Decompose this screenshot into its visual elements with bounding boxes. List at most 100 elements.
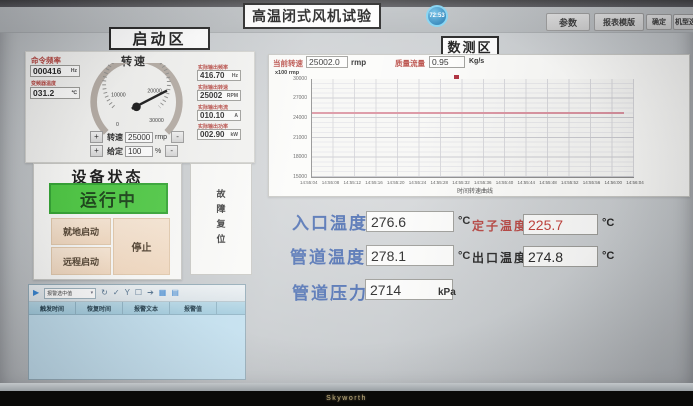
timer-badge: 72:53 — [426, 5, 448, 27]
speed-setpoint-input[interactable]: 25000 — [125, 131, 153, 143]
alarm-table-panel: ▶ 报警选中值 ▾ ↻ ✓ Y ☐ ➔ ▦ ▤ 触发时间 恢复时间 报警文本 报警… — [28, 284, 246, 380]
device-status-panel: 设备状态 运行中 就地启动 停止 远程启动 — [33, 163, 182, 280]
command-freq-value: 000416 Hz — [30, 65, 80, 77]
chart-legend-marker — [454, 75, 459, 80]
speed-setter-label: 转速 — [107, 132, 123, 142]
confirm-button[interactable]: 确定 — [646, 14, 672, 30]
alarm-filter-icon[interactable]: Y — [124, 288, 130, 297]
gauge-title: 转速 — [121, 56, 147, 68]
report-template-button[interactable]: 报表模版 — [594, 13, 644, 31]
ytick: 27000 — [293, 95, 307, 101]
chart-y-unit-label: x100 rmp — [275, 70, 300, 76]
trend-plot-area — [311, 79, 634, 178]
alarm-acknowledge-icon[interactable]: ✓ — [112, 288, 120, 297]
stator-temp-value: 225.7 — [523, 214, 598, 235]
pipe-temp-unit: °C — [458, 250, 471, 262]
alarm-refresh-icon[interactable]: ↻ — [101, 288, 108, 297]
alarm-toolbar: ▶ 报警选中值 ▾ ↻ ✓ Y ☐ ➔ ▦ ▤ — [29, 285, 245, 302]
speed-gauge: 0 10000 20000 30000 — [90, 63, 183, 135]
converter-temp-label: 变频器温度 — [31, 81, 57, 87]
mass-flow-unit: Kg/s — [469, 58, 485, 65]
mass-flow-value: 0.95 — [429, 56, 465, 68]
alarm-export-icon[interactable]: ➔ — [147, 288, 154, 297]
tv-bezel: Skyworth — [0, 391, 693, 406]
output-power-value: 002.90 kW — [197, 129, 241, 140]
output-freq-label: 实际输出频率 — [198, 65, 229, 71]
start-zone-title: 启动区 — [109, 27, 210, 50]
gauge-tick-10000: 10000 — [111, 92, 126, 98]
stator-temp-label: 定子温度 — [472, 219, 529, 233]
device-status-title: 设备状态 — [71, 169, 144, 186]
measure-zone-title: 数测区 — [441, 36, 499, 57]
output-current-value: 010.10 A — [197, 110, 241, 121]
trend-chart-panel: 当前转速 25002.0 rmp 质量流量 0.95 Kg/s x100 rmp… — [268, 54, 690, 197]
alarm-col-trigger-time[interactable]: 触发时间 — [29, 302, 76, 314]
stop-button[interactable]: 停止 — [113, 218, 170, 275]
output-freq-value: 416.70 Hz — [197, 70, 241, 81]
ytick: 21000 — [293, 135, 307, 141]
output-current-label: 实际输出电流 — [198, 105, 229, 111]
start-zone-panel: 命令频率 000416 Hz 变频器温度 031.2 ℃ 转速 0 10000 … — [25, 51, 255, 163]
ratio-decrease-button[interactable]: - — [165, 145, 179, 157]
chart-x-axis: 14:55:04 14:55:08 14:55:12 14:55:16 14:55:… — [300, 180, 644, 185]
ytick: 30000 — [293, 76, 307, 82]
ratio-setter-unit: % — [155, 147, 162, 155]
ratio-increase-button[interactable]: + — [90, 145, 103, 157]
ratio-setter-label: 给定 — [107, 146, 123, 156]
pipe-temp-label: 管道温度 — [290, 248, 366, 267]
alarm-col-recover-time[interactable]: 恢复时间 — [76, 302, 123, 314]
fault-reset-button[interactable]: 故障复位 — [190, 163, 252, 275]
pipe-pressure-value: 2714 — [365, 279, 453, 300]
speed-setter-row: + 转速 25000 rmp - — [90, 131, 185, 143]
alarm-table-header: 触发时间 恢复时间 报警文本 报警值 — [29, 302, 245, 315]
fault-reset-label: 故障复位 — [215, 189, 226, 249]
ytick: 18000 — [293, 154, 307, 160]
page-title: 高温闭式风机试验 — [243, 3, 381, 29]
stator-temp-unit: °C — [602, 217, 615, 229]
model-select-button[interactable]: 机型选择 — [673, 14, 693, 30]
speed-decrease-button[interactable]: - — [171, 131, 185, 143]
gauge-tick-20000: 20000 — [147, 89, 162, 95]
speed-setter-unit: rmp — [155, 133, 168, 141]
ratio-setter-row: + 给定 100 % - — [90, 145, 179, 157]
speed-trend-line — [312, 112, 625, 114]
alarm-filter-dropdown[interactable]: 报警选中值 ▾ — [44, 287, 97, 299]
inlet-temp-value: 276.6 — [366, 211, 454, 232]
speed-increase-button[interactable]: + — [90, 131, 103, 143]
remote-start-button[interactable]: 远程启动 — [51, 247, 111, 275]
converter-temp-value: 031.2 ℃ — [30, 87, 80, 99]
alarm-play-icon[interactable]: ▶ — [33, 288, 40, 297]
gauge-hub — [132, 102, 141, 112]
mass-flow-label: 质量流量 — [395, 59, 425, 68]
gauge-tick-30000: 30000 — [149, 118, 164, 124]
params-button[interactable]: 参数 — [546, 13, 590, 31]
ratio-setpoint-input[interactable]: 100 — [125, 145, 153, 157]
current-speed-label: 当前转速 — [273, 59, 303, 68]
current-speed-unit: rmp — [351, 58, 367, 67]
alarm-select-icon[interactable]: ☐ — [134, 288, 143, 297]
outlet-temp-value: 274.8 — [523, 246, 598, 267]
screen-bottom-edge — [0, 383, 693, 391]
scada-screen: 高温闭式风机试验 72:53 参数 报表模版 确定 机型选择 启动区 命令频率 … — [0, 0, 693, 391]
alarm-col-text[interactable]: 报警文本 — [123, 302, 170, 314]
pipe-temp-value: 278.1 — [366, 245, 454, 266]
local-start-button[interactable]: 就地启动 — [51, 218, 111, 245]
printer-icon[interactable]: ▤ — [171, 288, 179, 297]
command-freq-label: 命令频率 — [31, 56, 61, 65]
current-speed-value: 25002.0 — [306, 56, 348, 68]
running-state-indicator: 运行中 — [49, 183, 168, 214]
ytick: 24000 — [293, 115, 307, 121]
output-power-label: 实际输出功率 — [198, 124, 229, 130]
chart-x-axis-title: 时间转速曲线 — [457, 189, 494, 195]
alarm-table-body[interactable] — [29, 315, 245, 379]
brand-logo: Skyworth — [326, 395, 367, 402]
ytick: 15000 — [293, 174, 307, 180]
inlet-temp-unit: °C — [458, 215, 471, 227]
outlet-temp-unit: °C — [602, 250, 615, 262]
save-icon[interactable]: ▦ — [158, 288, 167, 297]
pipe-pressure-unit: kPa — [438, 287, 456, 298]
alarm-col-value[interactable]: 报警值 — [170, 302, 217, 314]
chevron-down-icon: ▾ — [90, 290, 94, 296]
inlet-temp-label: 入口温度 — [292, 214, 368, 233]
